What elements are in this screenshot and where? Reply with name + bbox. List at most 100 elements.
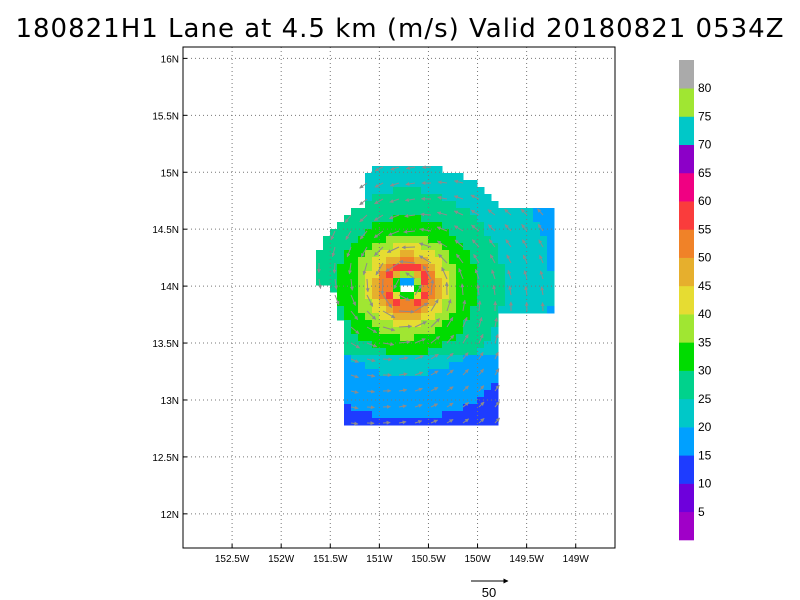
wind-speed-cell	[358, 236, 366, 244]
wind-speed-cell	[491, 292, 499, 300]
wind-speed-cell	[379, 271, 387, 279]
wind-speed-cell	[414, 404, 422, 412]
wind-speed-cell	[526, 271, 534, 279]
wind-speed-cell	[400, 334, 408, 342]
wind-speed-cell	[393, 348, 401, 356]
wind-vector-arrow	[331, 246, 336, 258]
wind-speed-cell	[484, 264, 492, 272]
wind-speed-cell	[519, 306, 527, 314]
wind-speed-cell	[442, 334, 450, 342]
wind-speed-cell	[407, 369, 415, 377]
wind-speed-cell	[414, 236, 422, 244]
colorbar: 5 10 15 20 25 30 35 40 45 50 55 60 65 70 75 80	[679, 60, 712, 541]
wind-speed-cell	[379, 348, 387, 356]
wind-speed-cell	[484, 243, 492, 251]
wind-vector-arrow	[414, 387, 423, 392]
wind-vector-arrow	[478, 401, 485, 408]
wind-speed-cell	[463, 194, 471, 202]
wind-speed-cell	[491, 341, 499, 349]
wind-speed-cell	[337, 257, 345, 265]
wind-speed-cell	[428, 215, 436, 223]
wind-vector-arrow	[398, 324, 413, 329]
longitude-tick-label: 152W	[268, 554, 295, 565]
wind-vector-arrow	[414, 321, 427, 328]
wind-speed-cell	[337, 236, 345, 244]
wind-speed-cell	[386, 194, 394, 202]
wind-speed-cell	[358, 404, 366, 412]
wind-speed-cell	[540, 215, 548, 223]
wind-speed-cell	[407, 166, 415, 174]
wind-speed-cell	[323, 243, 331, 251]
wind-speed-cell	[330, 285, 338, 293]
colorbar-label: 60	[698, 194, 712, 208]
wind-speed-cell	[498, 243, 506, 251]
wind-vector-arrow	[390, 166, 400, 171]
wind-speed-cell	[463, 271, 471, 279]
wind-speed-cell	[351, 376, 359, 384]
wind-speed-cell	[421, 222, 429, 230]
wind-speed-cell	[386, 327, 394, 335]
wind-speed-cell	[442, 376, 450, 384]
wind-speed-cell	[400, 166, 408, 174]
wind-speed-cell	[344, 299, 352, 307]
wind-speed-cell	[463, 257, 471, 265]
wind-speed-cell	[526, 299, 534, 307]
wind-vector-arrow	[521, 239, 528, 248]
wind-speed-cell	[491, 369, 499, 377]
wind-vector-arrow	[524, 285, 529, 296]
wind-speed-cell	[428, 208, 436, 216]
wind-vector-arrow	[446, 299, 452, 312]
wind-speed-cell	[540, 299, 548, 307]
wind-speed-cell	[330, 264, 338, 272]
wind-vector-arrow	[494, 417, 501, 424]
wind-speed-cell	[400, 320, 408, 328]
wind-speed-cell	[428, 236, 436, 244]
wind-speed-cell	[421, 411, 429, 419]
wind-speed-cell	[400, 271, 408, 279]
wind-speed-cell	[358, 257, 366, 265]
wind-speed-cell	[463, 215, 471, 223]
wind-speed-cell	[435, 348, 443, 356]
wind-speed-cell	[491, 313, 499, 321]
wind-speed-cell	[358, 278, 366, 286]
wind-speed-cell	[414, 334, 422, 342]
wind-speed-cell	[435, 362, 443, 370]
wind-vector-arrow	[366, 326, 378, 334]
colorbar-label: 20	[698, 420, 712, 434]
wind-speed-cell	[386, 390, 394, 398]
wind-speed-cell	[386, 397, 394, 405]
wind-speed-cell	[386, 341, 394, 349]
longitude-tick-label: 149W	[563, 554, 590, 565]
wind-speed-cell	[449, 313, 457, 321]
wind-speed-cell	[414, 341, 422, 349]
wind-speed-cell	[547, 222, 555, 230]
wind-speed-cell	[477, 257, 485, 265]
colorbar-swatch	[679, 455, 694, 484]
wind-vector-arrow	[350, 342, 361, 349]
wind-speed-cell	[470, 229, 478, 237]
wind-speed-cell	[421, 341, 429, 349]
wind-vector-arrow	[366, 389, 376, 394]
wind-speed-cell	[414, 257, 422, 265]
wind-speed-cell	[484, 341, 492, 349]
wind-speed-cell	[379, 299, 387, 307]
wind-vector-arrow	[405, 272, 416, 280]
wind-speed-cell	[414, 180, 422, 188]
wind-speed-cell	[365, 348, 373, 356]
wind-speed-cell	[519, 271, 527, 279]
wind-vector-arrow	[360, 246, 368, 258]
wind-speed-cell	[456, 320, 464, 328]
wind-speed-cell	[393, 334, 401, 342]
wind-speed-cell	[449, 292, 457, 300]
colorbar-label: 65	[698, 166, 712, 180]
wind-speed-cell	[379, 292, 387, 300]
wind-speed-cell	[379, 313, 387, 321]
wind-vector-arrow	[446, 418, 454, 424]
wind-vector-arrow	[350, 294, 356, 306]
wind-speed-cell	[505, 215, 513, 223]
wind-speed-cell	[421, 278, 429, 286]
wind-speed-cell	[505, 229, 513, 237]
wind-speed-cell	[449, 348, 457, 356]
wind-speed-cell	[449, 229, 457, 237]
wind-speed-cell	[379, 201, 387, 209]
